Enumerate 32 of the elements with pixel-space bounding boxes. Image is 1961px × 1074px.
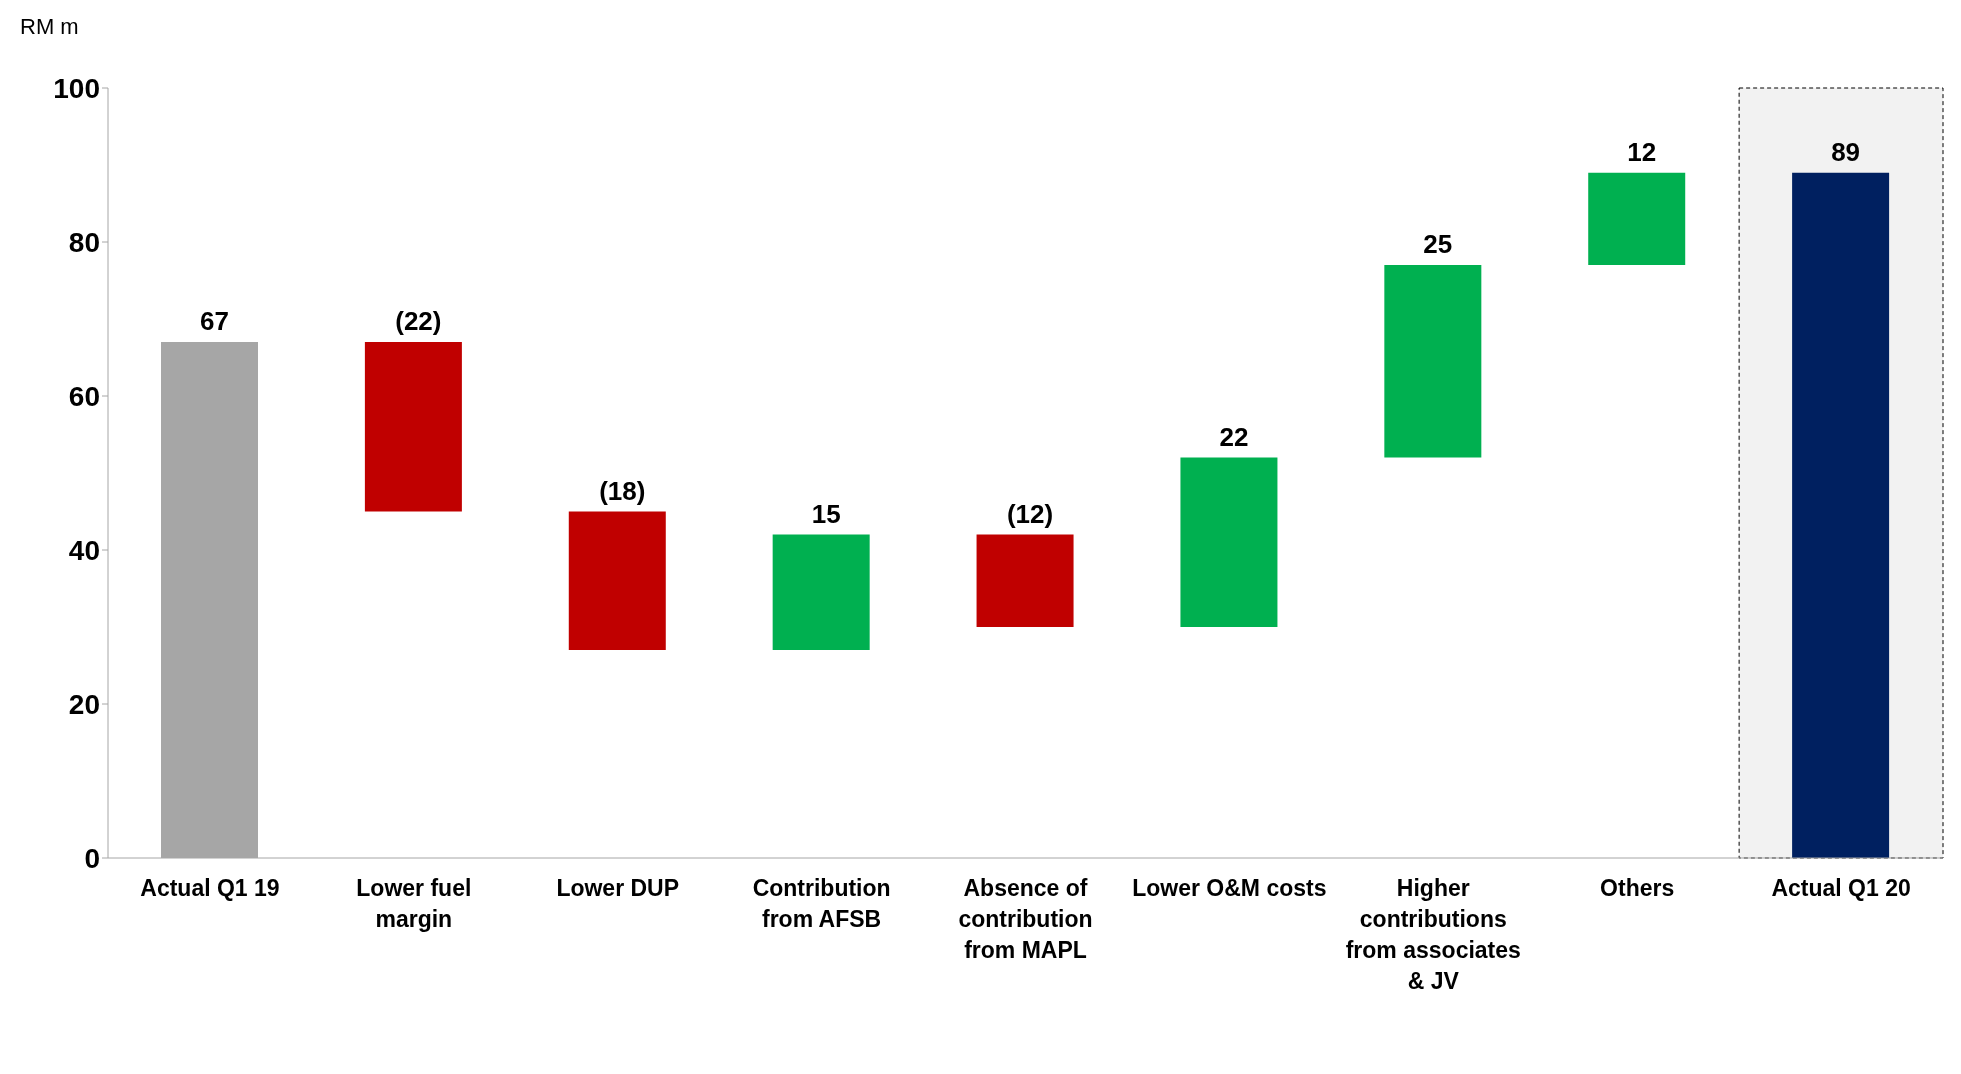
y-tick-label: 0 xyxy=(84,842,100,874)
x-tick-label: Lower fuel margin xyxy=(356,875,472,932)
y-tick-label: 40 xyxy=(68,534,100,566)
bar xyxy=(772,534,870,651)
bar xyxy=(1384,265,1482,458)
bar xyxy=(1180,457,1278,627)
bar xyxy=(364,342,462,512)
x-tick-label: Contribution from AFSB xyxy=(752,875,891,932)
y-tick-label: 20 xyxy=(68,688,100,720)
data-label: 12 xyxy=(1627,136,1657,167)
x-tick-label: Actual Q1 19 xyxy=(140,875,280,901)
y-tick-label: 80 xyxy=(68,226,100,258)
x-tick-label: Higher contributions from associates & JV xyxy=(1345,875,1521,994)
data-label: 67 xyxy=(200,306,229,337)
data-label: 89 xyxy=(1831,136,1861,167)
x-tick-label: Lower O&M costs xyxy=(1132,875,1327,901)
x-tick-label: Actual Q1 20 xyxy=(1771,875,1911,901)
data-label: (18) xyxy=(599,475,646,506)
bar xyxy=(1588,172,1686,266)
x-tick-label: Absence of contribution from MAPL xyxy=(958,875,1093,963)
data-label: 25 xyxy=(1423,229,1453,260)
x-tick-label: Others xyxy=(1600,875,1675,901)
bar xyxy=(976,534,1074,627)
data-label: (12) xyxy=(1006,498,1054,529)
x-tick-label: Lower DUP xyxy=(556,875,680,901)
y-axis-title: RM m xyxy=(20,14,79,40)
y-tick-label: 100 xyxy=(53,72,100,104)
y-tick-label: 60 xyxy=(68,380,100,412)
bar xyxy=(568,511,666,651)
data-label: 15 xyxy=(811,498,841,529)
data-label: (22) xyxy=(395,306,442,337)
data-label: 22 xyxy=(1219,421,1249,452)
